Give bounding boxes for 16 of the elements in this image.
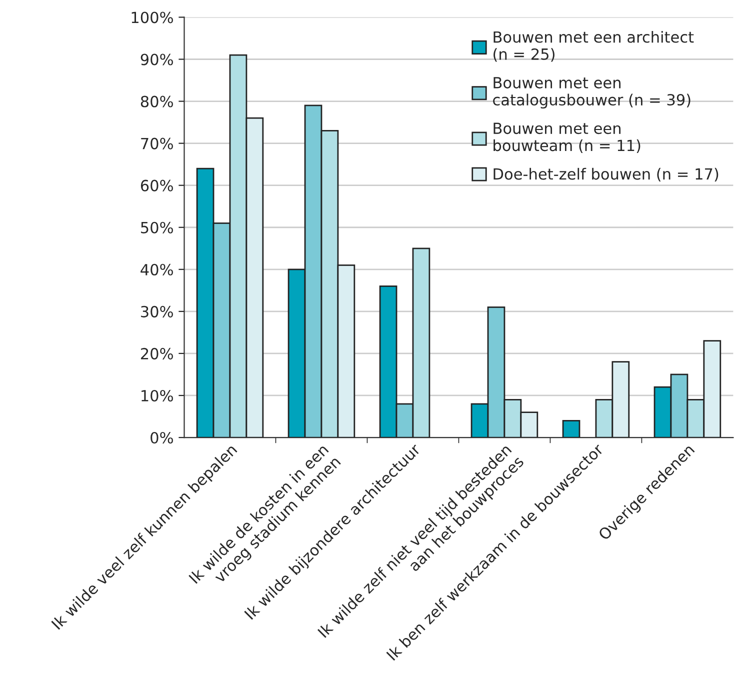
bar (562, 420, 580, 438)
y-tick-label: 80% (140, 96, 173, 108)
legend-label: Doe-het-zelf bouwen (n = 17) (494, 168, 718, 182)
y-tick-label: 10% (142, 390, 173, 402)
y-tick-label: 0% (150, 432, 173, 444)
y-tick-label: 40% (140, 264, 173, 276)
y-tick-label: 90% (140, 54, 173, 66)
y-tick-label: 60% (140, 180, 173, 192)
y-tick-label: 100% (132, 12, 173, 24)
y-tick-label: 30% (141, 306, 173, 318)
y-tick-label: 20% (140, 348, 173, 360)
y-tick-label: 50% (141, 222, 173, 234)
y-tick-label: 70% (141, 138, 173, 150)
legend-label: Bouwen met een catalogusbouwer (n = 39) (493, 77, 690, 109)
legend-label: Bouwen met een architect (n = 25) (494, 30, 694, 62)
legend-label: Bouwen met een bouwteam (n = 11) (494, 122, 640, 153)
